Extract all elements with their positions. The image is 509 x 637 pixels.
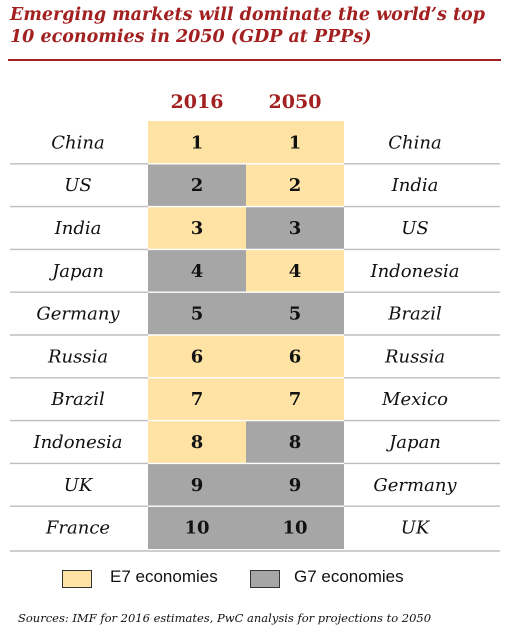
country-2050: US xyxy=(401,218,429,239)
rank-cell-2016 xyxy=(148,335,246,378)
rank-cell-2050 xyxy=(246,121,344,164)
rank-2016: 9 xyxy=(191,475,204,496)
rank-2050: 3 xyxy=(289,218,302,239)
rank-cell-2016 xyxy=(148,206,246,250)
rank-2016: 7 xyxy=(191,389,204,410)
rank-cell-2050 xyxy=(246,377,344,421)
title-rule xyxy=(8,59,501,61)
rank-cell-2016 xyxy=(148,292,246,335)
country-2016: Indonesia xyxy=(32,432,122,453)
country-2050: India xyxy=(391,175,439,196)
rank-cell-2050 xyxy=(246,335,344,378)
rank-2050: 10 xyxy=(282,518,307,539)
rank-cell-2016 xyxy=(148,377,246,421)
country-2016: China xyxy=(51,132,104,153)
chart-title: Emerging markets will dominate the world… xyxy=(10,5,485,47)
rank-2050: 5 xyxy=(289,304,302,325)
country-2050: Japan xyxy=(385,432,441,453)
legend-swatch-g7 xyxy=(250,570,280,588)
legend-label-g7: G7 economies xyxy=(294,567,404,586)
rank-2050: 7 xyxy=(289,389,302,410)
rank-cell-2050 xyxy=(246,249,344,293)
rank-2016: 2 xyxy=(191,175,204,196)
rank-2016: 6 xyxy=(191,346,204,367)
country-2016: Japan xyxy=(48,261,104,282)
country-2016: France xyxy=(45,518,110,539)
country-2050: Brazil xyxy=(387,304,442,325)
rank-2050: 9 xyxy=(289,475,302,496)
country-2050: Indonesia xyxy=(369,261,459,282)
rank-cell-2050 xyxy=(246,420,344,464)
rank-2016: 1 xyxy=(191,132,204,153)
rank-cell-2016 xyxy=(148,506,246,549)
rank-2016: 8 xyxy=(191,432,204,453)
rank-2050: 1 xyxy=(289,132,302,153)
rank-2016: 10 xyxy=(184,518,209,539)
source-note: Sources: IMF for 2016 estimates, PwC ana… xyxy=(18,611,432,625)
rank-cell-2016 xyxy=(148,463,246,507)
country-2016: Brazil xyxy=(50,389,105,410)
country-2050: China xyxy=(388,132,441,153)
country-2050: Germany xyxy=(373,475,457,496)
rankings-table: 2016 2050 China 1 1 China US 2 2 India India 3 3 US Ja… xyxy=(10,91,500,552)
rank-2016: 4 xyxy=(191,261,204,282)
legend: E7 economies G7 economies xyxy=(0,565,509,595)
country-2016: Germany xyxy=(36,304,120,325)
rank-cell-2050 xyxy=(246,163,344,207)
rank-2050: 6 xyxy=(289,346,302,367)
rank-cell-2050 xyxy=(246,292,344,335)
country-2050: Russia xyxy=(384,346,445,367)
country-2016: India xyxy=(54,218,102,239)
country-2016: UK xyxy=(64,475,94,496)
rank-2050: 2 xyxy=(289,175,302,196)
column-header-2016: 2016 xyxy=(171,91,224,113)
country-2050: Mexico xyxy=(381,389,448,410)
legend-swatch-e7 xyxy=(62,570,92,588)
rank-cell-2016 xyxy=(148,121,246,164)
rank-cell-2016 xyxy=(148,249,246,293)
rank-cell-2050 xyxy=(246,506,344,549)
column-header-2050: 2050 xyxy=(269,91,322,113)
rank-2050: 4 xyxy=(289,261,302,282)
country-2016: Russia xyxy=(47,346,108,367)
rank-cell-2050 xyxy=(246,206,344,250)
rank-2016: 5 xyxy=(191,304,204,325)
country-2016: US xyxy=(64,175,92,196)
rank-cell-2050 xyxy=(246,463,344,507)
rank-2016: 3 xyxy=(191,218,204,239)
rank-cell-2016 xyxy=(148,420,246,464)
country-2050: UK xyxy=(401,518,431,539)
rank-2050: 8 xyxy=(289,432,302,453)
rank-cell-2016 xyxy=(148,163,246,207)
legend-label-e7: E7 economies xyxy=(110,567,218,586)
